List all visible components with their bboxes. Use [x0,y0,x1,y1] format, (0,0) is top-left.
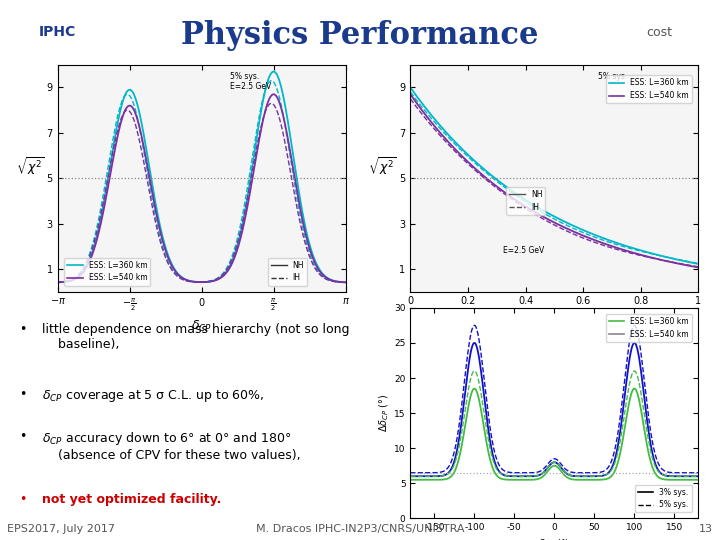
Y-axis label: $\Delta\delta_{CP}$ (°): $\Delta\delta_{CP}$ (°) [378,394,391,433]
X-axis label: $\delta_{CP}$ (°): $\delta_{CP}$ (°) [539,538,570,540]
Legend: NH, IH: NH, IH [506,187,545,215]
Text: EPS2017, July 2017: EPS2017, July 2017 [7,524,115,534]
Text: Physics Performance: Physics Performance [181,19,539,51]
Text: •: • [19,493,26,506]
Text: E=2.5 GeV: E=2.5 GeV [503,246,544,255]
X-axis label: $\delta_{CP}$: $\delta_{CP}$ [191,319,212,334]
Y-axis label: $\sqrt{\chi^2}$: $\sqrt{\chi^2}$ [369,156,397,178]
Text: 13: 13 [699,524,713,534]
X-axis label: fraction of  $\delta_{CP}$: fraction of $\delta_{CP}$ [513,312,596,326]
Text: •: • [19,322,26,335]
Text: •: • [19,430,26,443]
Text: not yet optimized facility.: not yet optimized facility. [42,493,221,506]
Text: •: • [19,388,26,401]
Legend: NH, IH: NH, IH [269,258,307,286]
Legend: 3% sys., 5% sys.: 3% sys., 5% sys. [635,484,692,512]
Y-axis label: $\sqrt{\chi^2}$: $\sqrt{\chi^2}$ [16,156,44,178]
Text: $\delta_{CP}$ coverage at 5 σ C.L. up to 60%,: $\delta_{CP}$ coverage at 5 σ C.L. up to… [42,388,264,404]
Text: 5% sys.: 5% sys. [598,72,627,80]
Text: cost: cost [646,26,672,39]
Text: $\delta_{CP}$ accuracy down to 6° at 0° and 180°
    (absence of CPV for these t: $\delta_{CP}$ accuracy down to 6° at 0° … [42,430,300,462]
Text: 5% sys.
E=2.5 GeV: 5% sys. E=2.5 GeV [230,72,271,91]
Text: IPHC: IPHC [39,25,76,39]
Text: little dependence on mass hierarchy (not so long
    baseline),: little dependence on mass hierarchy (not… [42,322,349,350]
Text: M. Dracos IPHC-IN2P3/CNRS/UNISTRA: M. Dracos IPHC-IN2P3/CNRS/UNISTRA [256,524,464,534]
